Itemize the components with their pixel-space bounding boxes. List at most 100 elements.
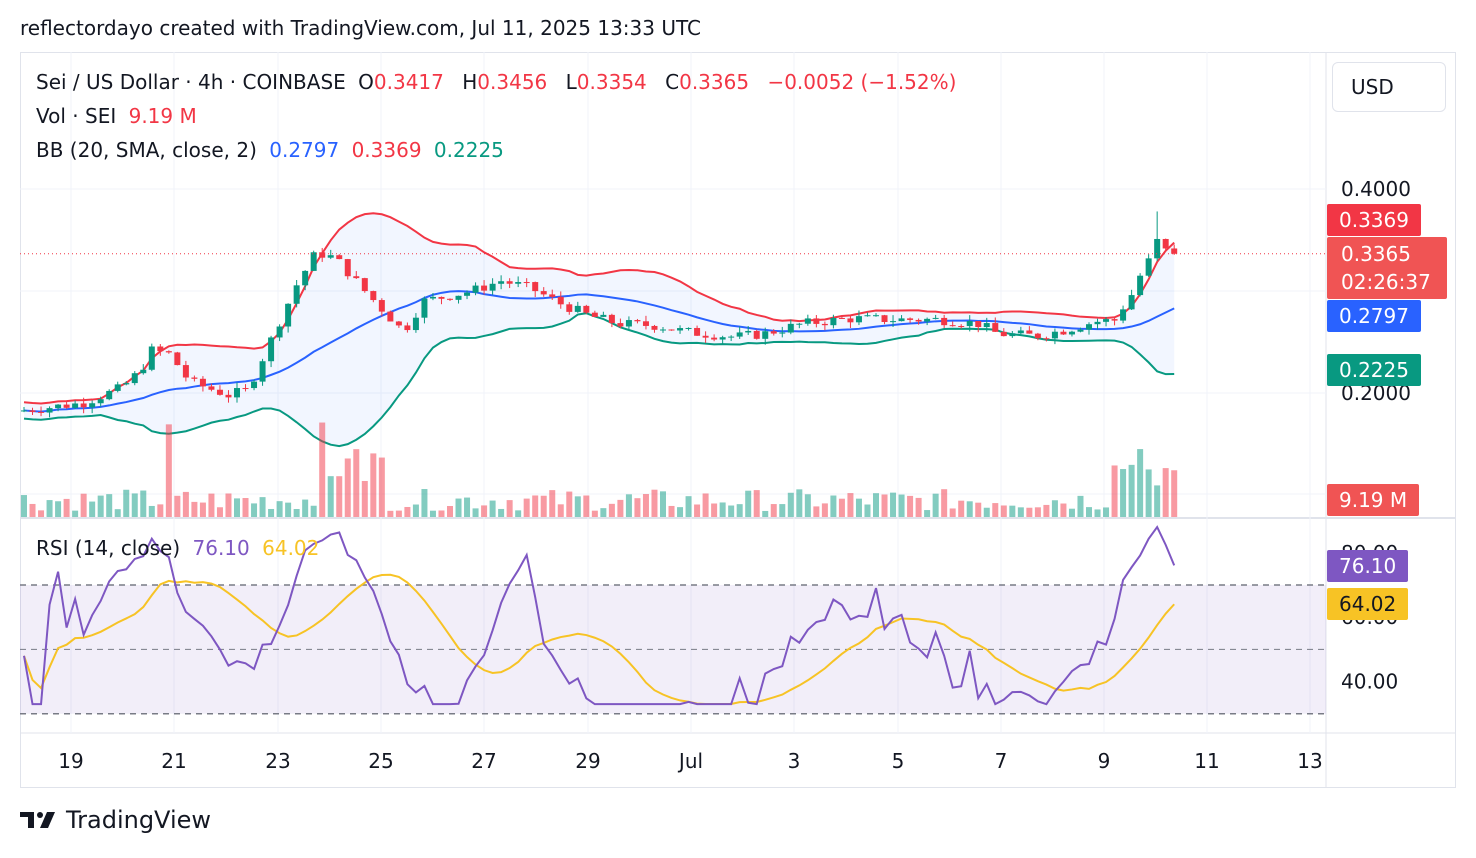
volume-bar (46, 500, 53, 517)
bb-legend: BB (20, SMA, close, 2) 0.2797 0.3369 0.2… (36, 138, 510, 162)
candle-body (310, 252, 317, 271)
candle-body (557, 296, 564, 305)
volume-bar (63, 498, 70, 517)
candle-body (779, 332, 786, 334)
candle-body (387, 311, 394, 322)
volume-bar (447, 506, 453, 517)
candle-body (336, 255, 343, 260)
candle-body (532, 282, 539, 292)
candle-body (123, 383, 130, 385)
volume-bar (634, 498, 641, 517)
candle-body (293, 285, 300, 304)
candle-body (958, 326, 965, 328)
volume-bar (881, 494, 888, 517)
volume-bar (319, 422, 326, 517)
candle-body (1154, 238, 1161, 259)
candle-body (1137, 275, 1144, 296)
volume-bar (387, 510, 394, 517)
candle-body (1009, 333, 1016, 337)
volume-bar (1154, 485, 1161, 517)
candle-body (574, 305, 581, 312)
volume-bar (225, 493, 232, 517)
candle-body (97, 399, 104, 404)
candle-body (1120, 309, 1127, 321)
candle-body (523, 282, 530, 284)
candle-body (890, 321, 897, 323)
volume-bar (753, 490, 760, 517)
rsi-label[interactable]: RSI (14, close) (36, 536, 181, 560)
candle-body (447, 298, 453, 300)
candle-body (1128, 295, 1135, 310)
rsi-line (23, 525, 1176, 706)
candle-body (404, 325, 411, 331)
volume-bar (1043, 504, 1050, 517)
candle-body (796, 323, 803, 325)
candle-body (251, 381, 258, 389)
bb-basis-value: 0.2797 (269, 138, 340, 162)
bb-band-fill (24, 213, 1175, 447)
candle-body (429, 296, 436, 299)
volume-bar (157, 504, 164, 517)
volume-bar (1077, 495, 1084, 517)
bb-upper-line (23, 212, 1175, 405)
candle-body (907, 318, 914, 320)
candle-body (506, 281, 513, 284)
candle-body (745, 330, 752, 333)
volume-bar (353, 449, 360, 517)
volume-bar (506, 500, 513, 517)
candle-body (540, 291, 547, 295)
bb-label[interactable]: BB (20, SMA, close, 2) (36, 138, 257, 162)
volume-bar (830, 495, 837, 517)
volume-bar (21, 495, 27, 517)
candle-body (600, 314, 607, 317)
volume-bar (1051, 500, 1058, 517)
volume-label[interactable]: Vol · SEI (36, 104, 117, 128)
candle-body (29, 410, 36, 412)
symbol-name[interactable]: Sei / US Dollar · 4h · COINBASE (36, 70, 346, 94)
rsi-legend: RSI (14, close) 76.10 64.02 (36, 536, 325, 560)
candle-body (148, 346, 155, 370)
volume-bar (97, 495, 104, 517)
volume-bar (1162, 468, 1169, 517)
volume-bar (838, 498, 845, 517)
candle-body (216, 389, 223, 395)
footer-logo[interactable]: TradingView (20, 806, 211, 834)
volume-bar (1000, 505, 1007, 517)
candle-body (225, 394, 232, 398)
volume-bar (983, 507, 990, 517)
volume-bar (907, 495, 914, 517)
volume-bar (855, 498, 862, 517)
volume-bar (191, 501, 198, 517)
candle-body (46, 408, 53, 413)
volume-bar (38, 510, 45, 517)
volume-bar (574, 496, 581, 517)
volume-bar (293, 509, 300, 517)
volume-bar (515, 510, 522, 517)
volume-bar (199, 502, 206, 517)
rsi-ma-value: 64.02 (262, 536, 320, 560)
chart-header: reflectordayo created with TradingView.c… (20, 16, 701, 40)
candle-body (762, 331, 769, 339)
volume-bar (421, 489, 428, 517)
candle-body (242, 388, 249, 390)
volume-bar (361, 480, 368, 517)
volume-bar (276, 501, 283, 517)
candle-body (72, 403, 79, 408)
candle-body (370, 291, 377, 301)
candle-body (566, 304, 573, 312)
volume-bar (1094, 509, 1101, 517)
candle-body (344, 259, 351, 277)
volume-bar (1034, 507, 1041, 517)
candle-body (89, 403, 96, 408)
candle-body (898, 318, 905, 322)
volume-bar (80, 493, 87, 517)
candle-body (677, 328, 684, 331)
rsi-ma-tag: 64.02 (1327, 588, 1409, 620)
candle-body (455, 295, 462, 300)
volume-bar (1120, 469, 1127, 517)
currency-button[interactable]: USD (1332, 62, 1446, 112)
bb-basis-line (23, 290, 1175, 413)
candle-body (1068, 331, 1075, 335)
time-tick-label: 13 (1297, 749, 1322, 773)
